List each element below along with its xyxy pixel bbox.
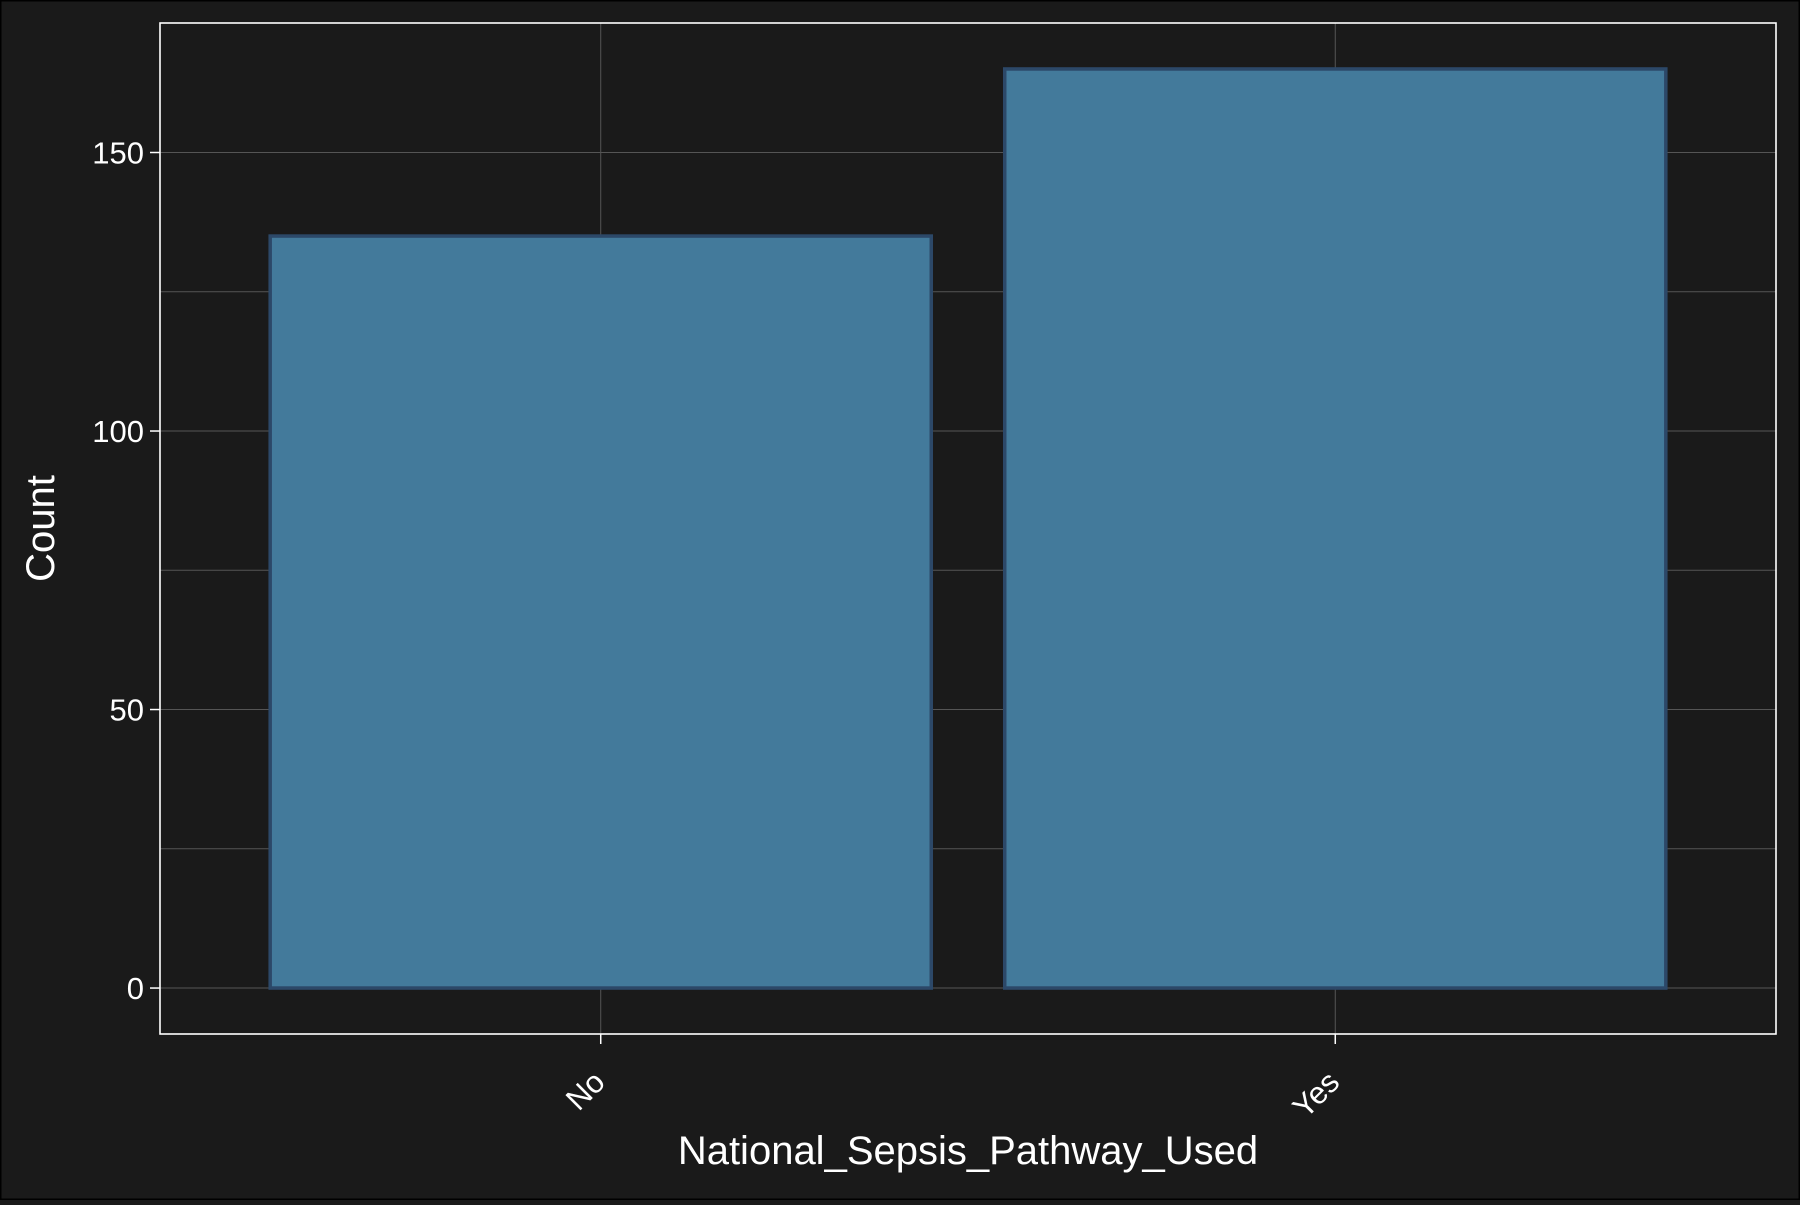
y-axis-label: Count [19, 475, 63, 582]
y-tick-label: 150 [92, 136, 144, 171]
y-tick-label: 100 [92, 414, 144, 449]
y-tick-label: 0 [127, 971, 144, 1006]
plot-panel-border [159, 22, 1777, 1035]
x-axis-label: National_Sepsis_Pathway_Used [678, 1129, 1258, 1173]
bars [268, 67, 1668, 990]
y-tick-label: 50 [110, 693, 144, 728]
bar-yes [1002, 67, 1668, 990]
bar-no [268, 234, 934, 990]
